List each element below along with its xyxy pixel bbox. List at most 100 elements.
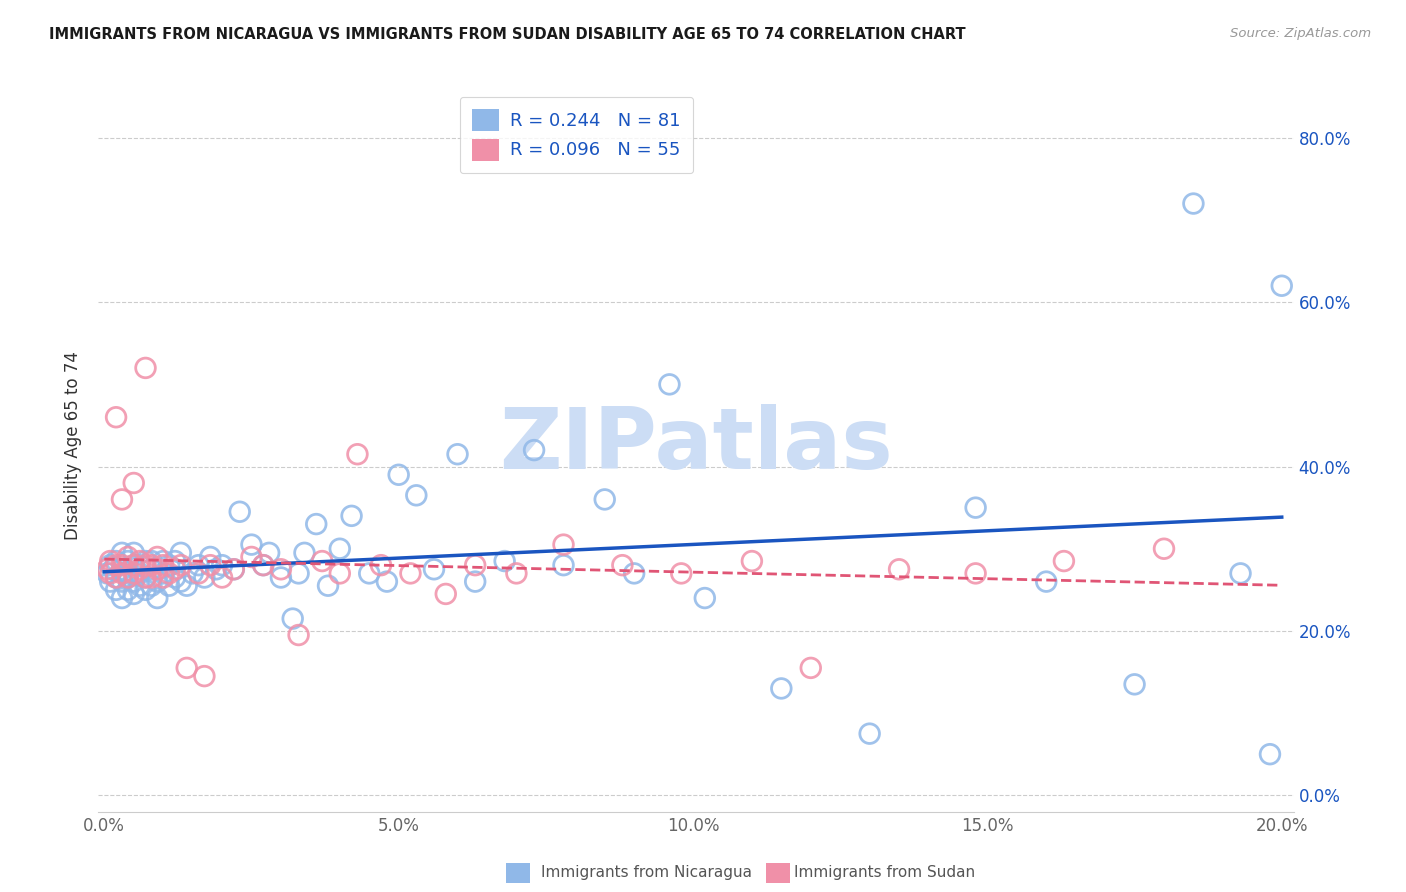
Point [98,574,121,589]
Point [316,579,339,593]
Point [505,566,527,581]
Text: IMMIGRANTS FROM NICARAGUA VS IMMIGRANTS FROM SUDAN DISABILITY AGE 65 TO 74 CORRE: IMMIGRANTS FROM NICARAGUA VS IMMIGRANTS … [49,27,966,42]
Point [134,558,156,573]
Point [305,517,328,532]
Point [494,554,516,568]
Point [423,562,446,576]
Point [388,467,411,482]
Text: Immigrants from Nicaragua: Immigrants from Nicaragua [541,865,752,880]
Point [105,570,128,584]
Point [593,492,616,507]
Point [464,558,486,573]
Point [553,538,575,552]
Point [134,582,156,597]
Point [122,475,145,490]
Point [240,538,263,552]
Text: Immigrants from Sudan: Immigrants from Sudan [794,865,976,880]
Point [152,566,174,581]
Point [252,558,274,573]
Text: Source: ZipAtlas.com: Source: ZipAtlas.com [1230,27,1371,40]
Point [111,558,134,573]
Point [405,488,427,502]
Point [281,611,304,625]
Point [111,591,134,605]
Point [553,558,575,573]
Point [181,566,204,581]
Point [96,562,118,576]
Point [105,558,128,573]
Point [117,570,139,584]
Point [101,562,124,576]
Point [146,562,169,576]
Point [176,579,198,593]
Point [105,570,128,584]
Point [523,443,546,458]
Point [270,562,292,576]
Point [128,554,150,568]
Point [111,574,134,589]
Point [346,447,368,461]
Point [170,546,193,560]
Point [859,726,882,740]
Point [128,579,150,593]
Point [98,566,121,581]
Point [128,562,150,576]
Point [163,554,186,568]
Point [329,566,352,581]
Point [111,546,134,560]
Point [111,566,134,581]
Point [96,566,118,581]
Point [117,570,139,584]
Point [111,562,134,576]
Point [141,570,163,584]
Point [117,549,139,564]
Point [287,566,309,581]
Point [1229,566,1251,581]
Point [105,582,128,597]
Point [375,574,398,589]
Point [965,500,987,515]
Point [111,492,134,507]
Point [152,570,174,584]
Point [252,558,274,573]
Point [141,554,163,568]
Point [270,570,292,584]
Point [134,570,156,584]
Point [399,566,422,581]
Point [152,558,174,573]
Point [117,554,139,568]
Point [187,558,209,573]
Point [612,558,634,573]
Point [146,574,169,589]
Point [122,566,145,581]
Point [1258,747,1281,762]
Point [117,566,139,581]
Point [170,574,193,589]
Point [240,549,263,564]
Point [187,566,209,581]
Point [122,574,145,589]
Point [134,360,156,375]
Point [157,558,180,573]
Point [211,570,233,584]
Text: ZIPatlas: ZIPatlas [499,404,893,488]
Point [141,558,163,573]
Point [257,546,280,560]
Point [134,570,156,584]
Point [146,591,169,605]
Point [157,566,180,581]
Point [176,661,198,675]
Point [122,558,145,573]
Point [222,562,245,576]
Point [141,562,163,576]
Point [105,410,128,425]
Point [205,562,228,576]
Point [965,566,987,581]
Point [152,554,174,568]
Point [193,570,215,584]
Point [163,570,186,584]
Point [211,558,233,573]
Point [128,566,150,581]
Point [128,558,150,573]
Point [1123,677,1146,691]
